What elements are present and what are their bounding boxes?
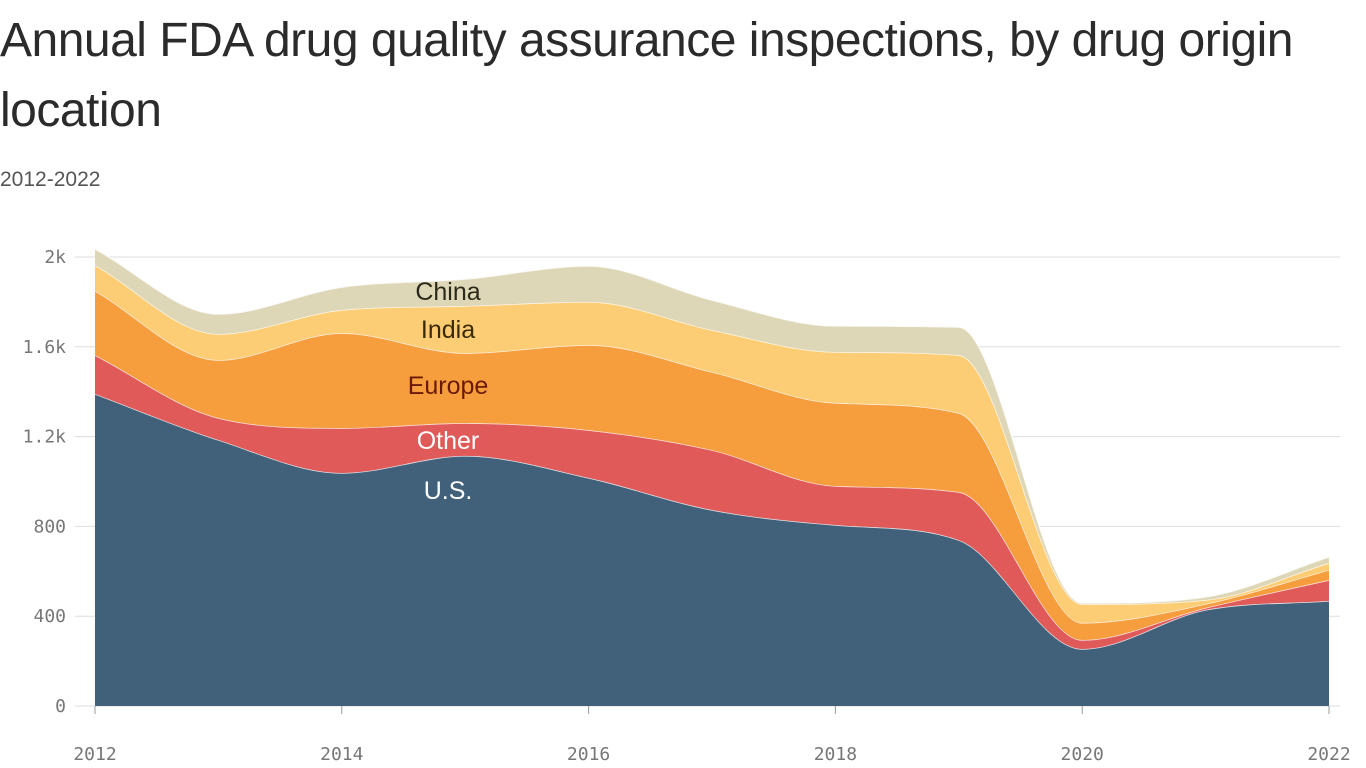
area-china xyxy=(95,248,1329,605)
y-tick-label: 0 xyxy=(55,696,66,717)
series-label-china: China xyxy=(415,278,480,306)
area-us xyxy=(95,393,1329,706)
area-europe xyxy=(95,290,1329,640)
series-label-other: Other xyxy=(417,427,480,455)
series-label-europe: Europe xyxy=(408,372,489,400)
x-tick-label: 2018 xyxy=(814,744,857,765)
y-tick-label: 800 xyxy=(33,516,66,537)
x-tick-label: 2022 xyxy=(1307,744,1350,765)
y-tick-label: 400 xyxy=(33,606,66,627)
y-tick-label: 1.6k xyxy=(23,337,67,358)
chart-title: Annual FDA drug quality assurance inspec… xyxy=(0,14,1293,137)
area-india xyxy=(95,265,1329,623)
area-other xyxy=(95,355,1329,649)
area-edge xyxy=(94,248,1330,604)
x-tick-label: 2016 xyxy=(567,744,610,765)
series-label-india: India xyxy=(421,316,475,344)
x-tick-label: 2014 xyxy=(320,744,363,765)
chart-subtitle: 2012-2022 xyxy=(0,168,101,191)
x-tick-label: 2012 xyxy=(73,744,116,765)
y-tick-label: 1.2k xyxy=(23,427,67,448)
x-tick-label: 2020 xyxy=(1061,744,1104,765)
y-tick-label: 2k xyxy=(44,247,66,268)
series-label-us: U.S. xyxy=(424,477,473,505)
